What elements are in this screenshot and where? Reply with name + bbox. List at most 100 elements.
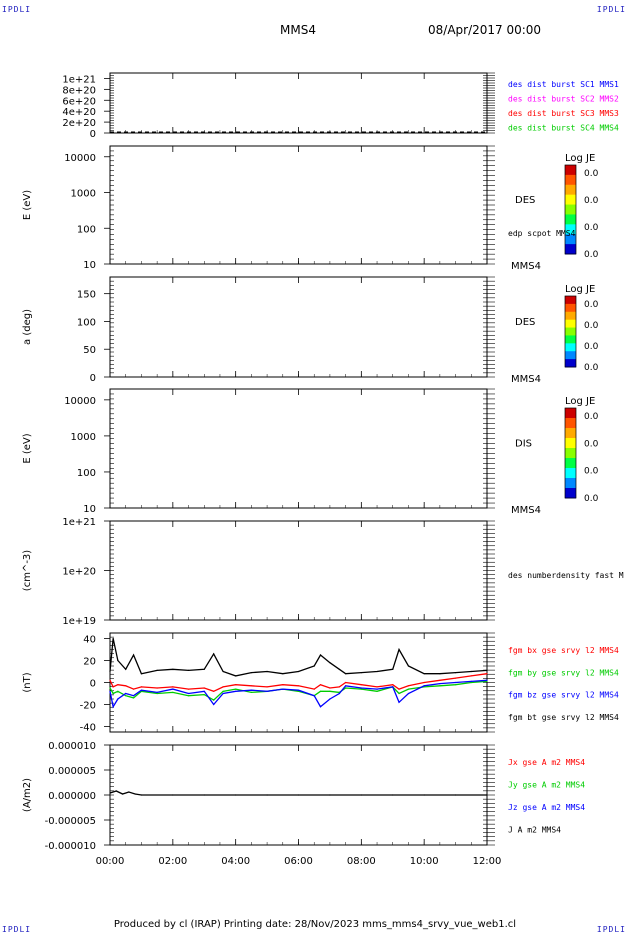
series-point (439, 673, 441, 675)
series-point (117, 684, 119, 686)
series-point (112, 686, 114, 688)
series-point (235, 690, 237, 692)
y-tick-label: 0 (90, 373, 96, 384)
series-point (132, 688, 135, 690)
y-tick-label: 100 (77, 468, 96, 479)
colorbar-segment (565, 448, 576, 459)
colorbar-tick-label: 0.0 (584, 342, 599, 352)
series-point (423, 673, 425, 675)
series-point (235, 684, 237, 686)
series-point (454, 794, 457, 796)
colorbar-segment (565, 408, 576, 419)
series-point (297, 670, 300, 673)
series-point (338, 668, 340, 670)
series-point (172, 688, 174, 690)
series-point (486, 679, 488, 681)
series-point (297, 685, 300, 687)
colorbar-segment (565, 478, 576, 489)
y-tick-label: 100 (77, 224, 96, 235)
series-point (392, 794, 394, 796)
series-point (156, 687, 158, 689)
series-point (203, 687, 205, 689)
series-point (109, 792, 111, 794)
panel-3 (104, 276, 577, 378)
y-tick-label: 10000 (64, 396, 96, 407)
series-point (319, 684, 322, 686)
series-point (125, 685, 127, 687)
series-point (319, 706, 322, 708)
series-point (329, 690, 331, 692)
colorbar-title: Log JE (565, 284, 595, 295)
series-point (117, 690, 119, 692)
y-tick-label: 0.000000 (48, 791, 96, 802)
panel-7 (104, 744, 495, 846)
corner-label-bottom-left: IPDLI (2, 925, 32, 934)
y-tick-label: 0.000005 (48, 766, 96, 777)
series-point (187, 688, 190, 690)
panel-6 (104, 632, 495, 733)
y-tick-label: 50 (83, 345, 96, 356)
series-point (338, 692, 340, 695)
header-spacecraft: MMS4 (280, 23, 316, 37)
series-point (213, 653, 215, 655)
series-point (222, 692, 224, 695)
spacecraft-label: MMS4 (511, 505, 541, 516)
colorbar-segment (565, 311, 576, 321)
series-point (398, 688, 400, 690)
y-axis-label: (cm^-3) (22, 550, 33, 591)
colorbar-tick-label: 0.0 (584, 196, 599, 206)
y-axis-label: (A/m2) (22, 778, 33, 812)
series-point (203, 668, 205, 670)
y-tick-label: 1e+21 (62, 517, 96, 528)
y-axis-label: E (eV) (22, 190, 33, 220)
y-tick-label: 150 (77, 290, 96, 301)
series-point (112, 706, 114, 708)
series-point (319, 690, 322, 692)
series-point (360, 672, 362, 674)
panel-frame (109, 276, 488, 378)
series-point (282, 673, 284, 675)
series-point (345, 687, 347, 689)
series-point (132, 654, 135, 656)
series-point (266, 686, 268, 688)
colorbar-segment (565, 165, 576, 176)
series-point (360, 687, 362, 689)
series-point (134, 793, 136, 795)
y-tick-label: 10 (83, 260, 96, 271)
y-tick-label: 1e+21 (62, 74, 96, 85)
series-point (376, 670, 378, 673)
series-point (423, 681, 425, 684)
colorbar-title: Log JE (565, 396, 595, 407)
x-tick-label: 02:00 (158, 856, 187, 867)
y-tick-label: 100 (77, 317, 96, 328)
series-point (250, 689, 252, 691)
series-point (398, 701, 400, 703)
y-axis-label: E (eV) (22, 433, 33, 463)
series-point (392, 684, 394, 686)
colorbar-segment (565, 458, 576, 469)
panel-frame (109, 145, 488, 265)
colorbar-tick-label: 0.0 (584, 300, 599, 310)
legend-entry: des dist burst SC3 MMS3 (508, 109, 619, 118)
y-tick-label: 2e+20 (62, 118, 96, 129)
series-point (213, 699, 215, 701)
side-label: edp scpot MMS4 (508, 229, 576, 238)
x-tick-label: 12:00 (473, 856, 502, 867)
panel-frame (109, 520, 488, 621)
series-point (376, 690, 378, 692)
series-point (439, 685, 441, 687)
x-tick-label: 08:00 (347, 856, 376, 867)
series-point (213, 690, 215, 692)
series-point (454, 681, 457, 684)
series-point (132, 697, 135, 699)
y-tick-label: 1000 (71, 189, 96, 200)
series-point (222, 686, 224, 688)
series-point (439, 683, 441, 685)
instrument-label: DIS (515, 439, 532, 450)
legend-entry: fgm by gse srvy l2 MMS4 (508, 668, 619, 677)
series-point (313, 695, 315, 697)
series-point (132, 695, 135, 697)
colorbar-segment (565, 214, 576, 225)
series-point (156, 691, 158, 694)
colorbar-tick-label: 0.0 (584, 250, 599, 260)
